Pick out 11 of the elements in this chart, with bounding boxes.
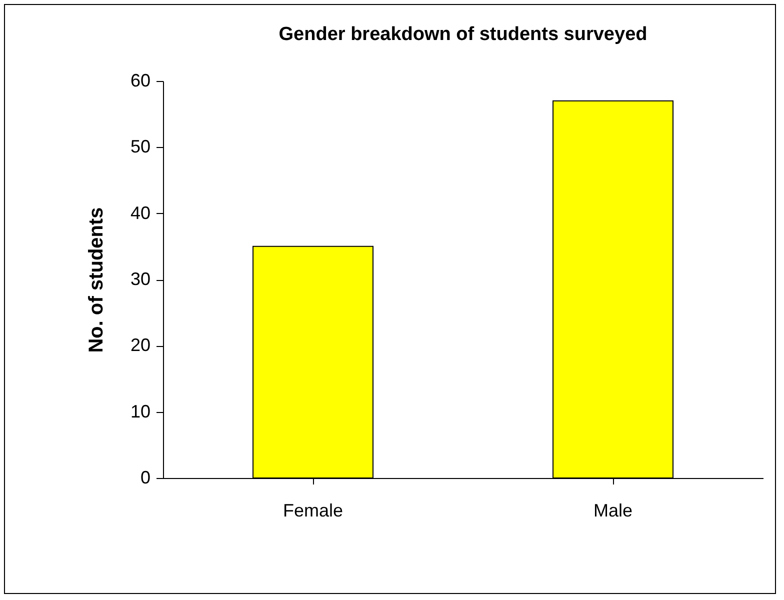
x-tick-label: Female bbox=[282, 500, 344, 520]
y-tick-label: 10 bbox=[130, 401, 150, 422]
y-tick-label: 50 bbox=[130, 136, 150, 157]
y-tick-label: 20 bbox=[130, 335, 150, 356]
x-tick-label: Male bbox=[593, 500, 633, 520]
y-tick-label: 30 bbox=[130, 269, 150, 289]
chart-title: Gender breakdown of students surveyed bbox=[278, 24, 648, 45]
y-tick-label: 0 bbox=[140, 468, 150, 488]
y-tick-label: 60 bbox=[130, 70, 150, 90]
y-axis-title: No. of students bbox=[85, 207, 108, 353]
y-tick-label: 40 bbox=[130, 202, 150, 223]
